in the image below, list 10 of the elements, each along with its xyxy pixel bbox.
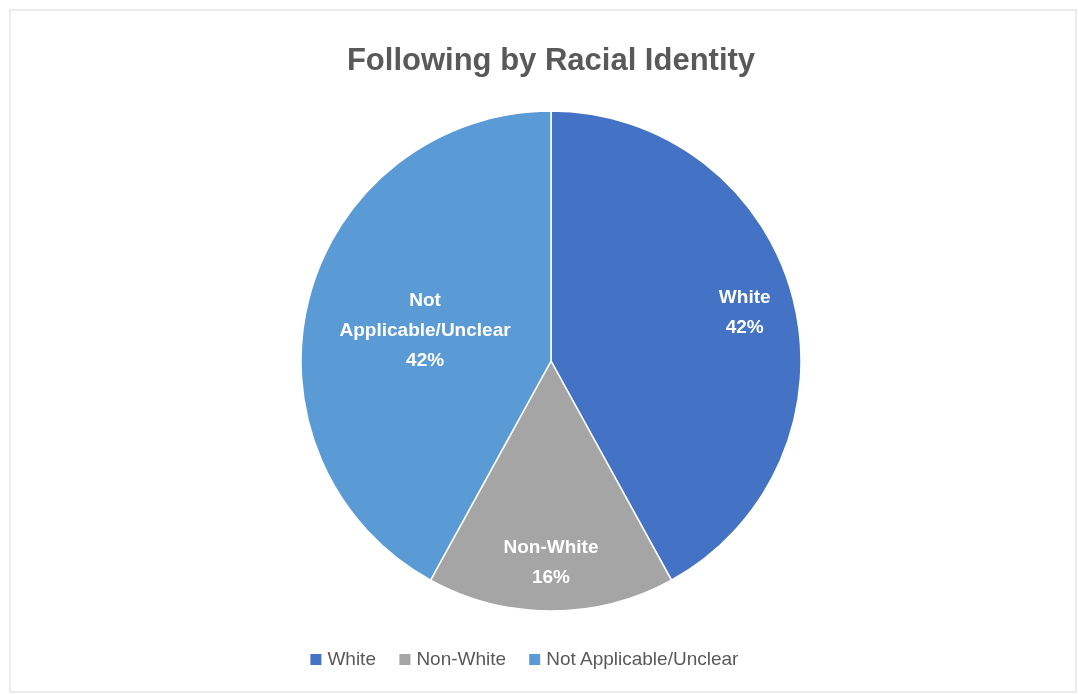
slice-label: Not Applicable/Unclear (339, 288, 512, 340)
legend-label: Not Applicable/Unclear (546, 648, 740, 669)
data-label: 42% (406, 348, 445, 370)
data-label: 16% (531, 566, 571, 587)
data-label: 42% (725, 316, 764, 338)
chart-title: Following by Racial Identity (346, 42, 756, 77)
slice-label: White (718, 286, 771, 308)
legend-label: Non-White (416, 648, 507, 669)
slice-label: Non-White (503, 536, 599, 557)
legend-label: White (327, 648, 376, 669)
